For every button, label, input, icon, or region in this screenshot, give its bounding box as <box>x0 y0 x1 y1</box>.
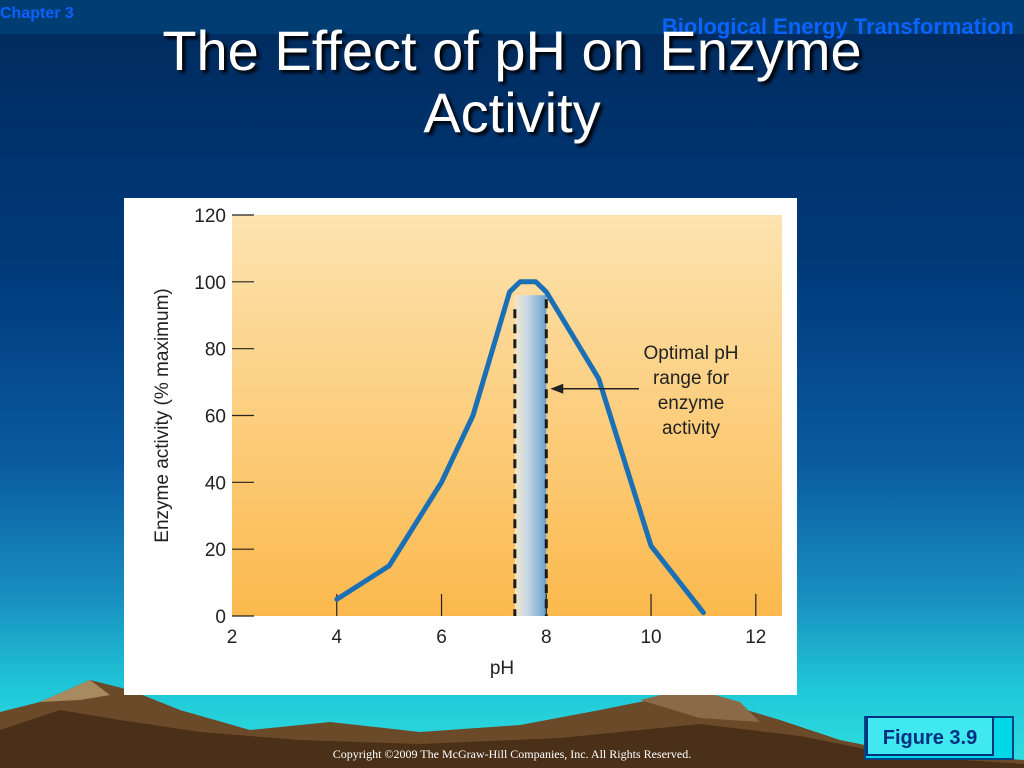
annotation-text: Optimal pH range for enzyme activity <box>643 343 738 439</box>
annotation-line: activity <box>662 418 721 439</box>
y-tick-label: 100 <box>194 273 226 294</box>
y-tick-label: 80 <box>205 340 226 361</box>
x-tick-label: 10 <box>640 627 661 648</box>
x-tick-label: 2 <box>227 627 238 648</box>
activity-curve <box>334 279 706 616</box>
y-tick-label: 20 <box>205 540 226 561</box>
plot-background <box>232 215 782 616</box>
slide-title-line-1: The Effect of pH on Enzyme <box>162 19 862 82</box>
copyright-notice: Copyright ©2009 The McGraw-Hill Companie… <box>332 747 692 761</box>
axis-ticks: 0 20 40 60 80 100 120 2 4 6 8 10 12 <box>194 206 766 648</box>
x-tick-label: 4 <box>331 627 342 648</box>
annotation-arrowhead <box>550 383 564 394</box>
header-bar <box>0 0 1024 34</box>
optimal-range-band <box>514 295 547 616</box>
mountain-illustration <box>0 680 1024 768</box>
x-tick-label: 8 <box>541 627 552 648</box>
section-label: Biological Energy Transformation <box>661 14 1014 39</box>
y-tick-label: 120 <box>194 206 226 227</box>
annotation-line: enzyme <box>658 393 725 414</box>
x-axis-label: pH <box>490 658 514 679</box>
slide-title-line-2: Activity <box>423 81 601 144</box>
figure-label: Figure 3.9 <box>866 716 994 756</box>
chart-panel: 0 20 40 60 80 100 120 2 4 6 8 10 12 Optimal pH range … <box>124 198 797 695</box>
annotation-line: range for <box>653 368 730 389</box>
y-tick-label: 60 <box>205 407 226 428</box>
y-tick-label: 40 <box>205 473 226 494</box>
slide-title: The Effect of pH on Enzyme Activity <box>40 20 984 144</box>
chapter-label: Chapter 3 <box>0 5 74 22</box>
y-axis-label: Enzyme activity (% maximum) <box>152 288 173 542</box>
y-tick-label: 0 <box>215 607 226 628</box>
x-tick-label: 12 <box>745 627 766 648</box>
annotation-line: Optimal pH <box>643 343 738 364</box>
x-tick-label: 6 <box>436 627 447 648</box>
ph-activity-chart: 0 20 40 60 80 100 120 2 4 6 8 10 12 Optimal pH range … <box>152 206 782 679</box>
